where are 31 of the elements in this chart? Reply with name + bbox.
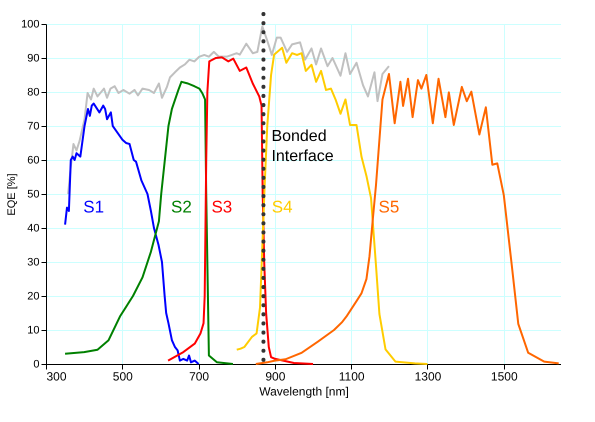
- ref-line-label: Bonded Interface: [271, 128, 334, 166]
- x-tick-label: 1500: [490, 370, 518, 384]
- series-label: S4: [272, 198, 293, 217]
- y-tick-label: 0: [33, 358, 40, 370]
- y-axis-title: EQE [%]: [6, 173, 18, 216]
- line-series: [236, 46, 428, 365]
- series-label: S3: [211, 198, 232, 217]
- line-series: [67, 25, 390, 195]
- y-tick-label: 90: [27, 52, 40, 64]
- line-series: [64, 102, 200, 365]
- y-tick-label: 20: [27, 290, 40, 302]
- y-tick-label: 80: [27, 86, 40, 98]
- y-tick-label: 70: [27, 120, 40, 132]
- x-axis-title: Wavelength [nm]: [259, 384, 349, 398]
- line-series: [254, 72, 560, 365]
- y-tick-label: 10: [27, 324, 40, 336]
- x-tick-label: 1300: [414, 370, 442, 384]
- y-tick-label: 60: [27, 154, 40, 166]
- x-tick-label: 300: [46, 370, 67, 384]
- y-tick-label: 100: [21, 18, 40, 30]
- series-label: S1: [83, 198, 104, 217]
- x-tick-label: 1100: [338, 370, 365, 384]
- line-series: [64, 80, 234, 365]
- x-tick-label: 500: [112, 370, 134, 384]
- series-label: S5: [378, 198, 400, 217]
- y-tick-label: 30: [27, 256, 40, 268]
- x-tick-label: 700: [189, 370, 210, 384]
- y-tick-label: 50: [27, 188, 40, 200]
- y-tick-label: 40: [27, 222, 40, 234]
- x-tick-label: 900: [265, 370, 286, 384]
- series-label: S2: [171, 198, 192, 217]
